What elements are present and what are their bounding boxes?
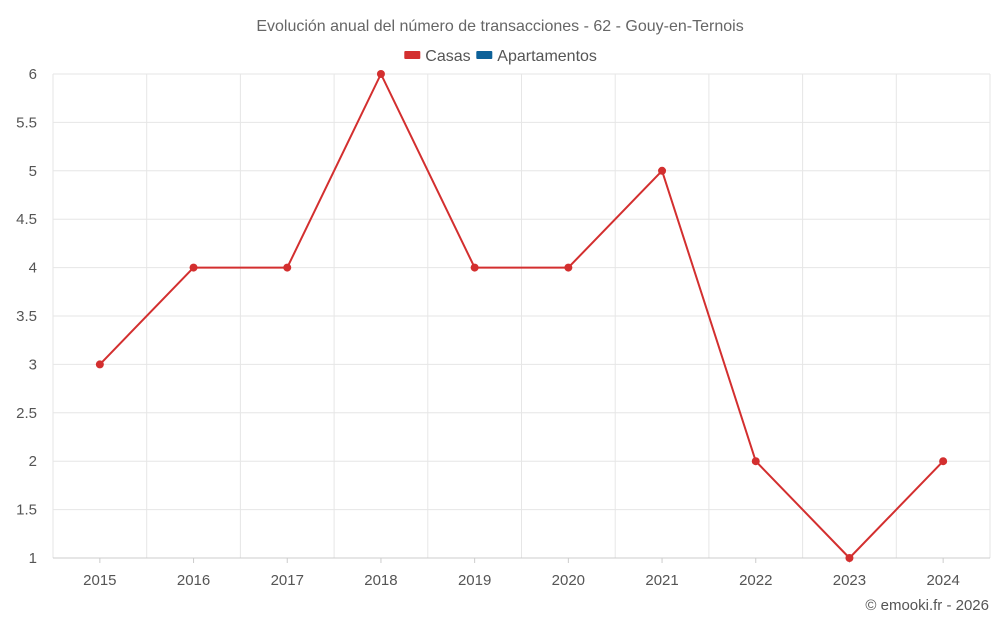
data-point-2020 <box>564 263 573 272</box>
legend-swatch-apartamentos <box>476 51 493 59</box>
x-tick-label: 2016 <box>177 572 210 589</box>
x-tick-label: 2021 <box>645 572 678 589</box>
grid <box>52 73 991 559</box>
legend-label-apartamentos: Apartamentos <box>497 48 597 65</box>
x-tick-label: 2022 <box>739 572 772 589</box>
x-tick-label: 2020 <box>552 572 585 589</box>
x-tick-label: 2017 <box>271 572 304 589</box>
series-layer <box>95 70 948 562</box>
x-tick-label: 2018 <box>364 572 397 589</box>
data-point-2015 <box>95 360 104 369</box>
y-tick-label: 3 <box>29 356 37 373</box>
y-tick-label: 4.5 <box>16 211 37 228</box>
y-tick-label: 1.5 <box>16 502 37 519</box>
y-tick-label: 2 <box>29 453 37 470</box>
y-tick-label: 5 <box>29 163 37 180</box>
legend-label-casas: Casas <box>425 48 470 65</box>
y-tick-label: 2.5 <box>16 405 37 422</box>
y-tick-label: 3.5 <box>16 308 37 325</box>
data-point-2024 <box>939 457 948 466</box>
data-point-2022 <box>751 457 760 466</box>
data-point-2018 <box>376 70 385 78</box>
x-tick-label: 2023 <box>833 572 866 589</box>
data-point-2016 <box>189 263 198 272</box>
y-tick-label: 5.5 <box>16 114 37 131</box>
series-line-casas <box>99 73 944 559</box>
data-point-2021 <box>658 166 667 175</box>
legend: Casas Apartamentos <box>404 48 597 65</box>
data-point-2019 <box>470 263 479 272</box>
data-point-2023 <box>845 554 854 562</box>
y-tick-label: 6 <box>29 66 37 83</box>
x-tick-label: 2024 <box>926 572 959 589</box>
chart-title: Evolución anual del número de transaccio… <box>256 18 743 35</box>
y-tick-label: 4 <box>29 260 37 277</box>
credit-text: © emooki.fr - 2026 <box>865 597 989 614</box>
x-tick-label: 2019 <box>458 572 491 589</box>
y-tick-label: 1 <box>29 550 37 567</box>
x-axis: 2015 2016 2017 2018 2019 2020 2021 2022 2023 2024 <box>53 557 990 589</box>
x-tick-label: 2015 <box>83 572 116 589</box>
data-point-2017 <box>283 263 292 272</box>
legend-swatch-casas <box>404 51 421 59</box>
y-axis: 1 1.5 2 2.5 3 3.5 4 4.5 5 5.5 6 <box>16 66 37 567</box>
